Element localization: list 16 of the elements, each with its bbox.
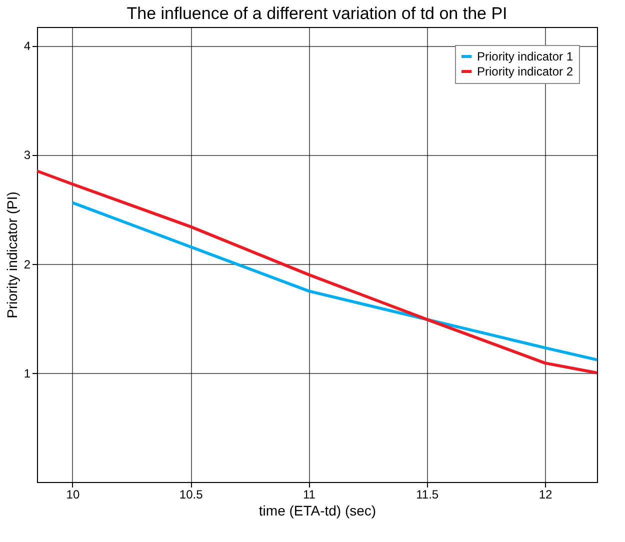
- y-tick-label: 4: [24, 39, 31, 54]
- y-tick-label: 1: [24, 366, 31, 380]
- x-tick-label: 11.5: [416, 488, 439, 502]
- x-tick-label: 10: [66, 488, 80, 502]
- x-tick-label: 11: [302, 488, 316, 502]
- legend-label: Priority indicator 1: [477, 50, 574, 64]
- x-tick-label: 10.5: [179, 488, 204, 502]
- chart-title: The influence of a different variation of td on the PI: [126, 4, 508, 23]
- x-axis-title: time (ETA-td) (sec): [258, 502, 376, 518]
- y-tick-label: 2: [24, 257, 31, 272]
- y-tick-label: 3: [24, 148, 31, 162]
- line-series: [70, 201, 598, 362]
- line-series: [36, 170, 598, 374]
- y-axis-title: Priority indicator (PI): [4, 192, 20, 318]
- legend-label: Priority indicator 2: [477, 64, 574, 78]
- x-tick-label: 12: [538, 488, 553, 502]
